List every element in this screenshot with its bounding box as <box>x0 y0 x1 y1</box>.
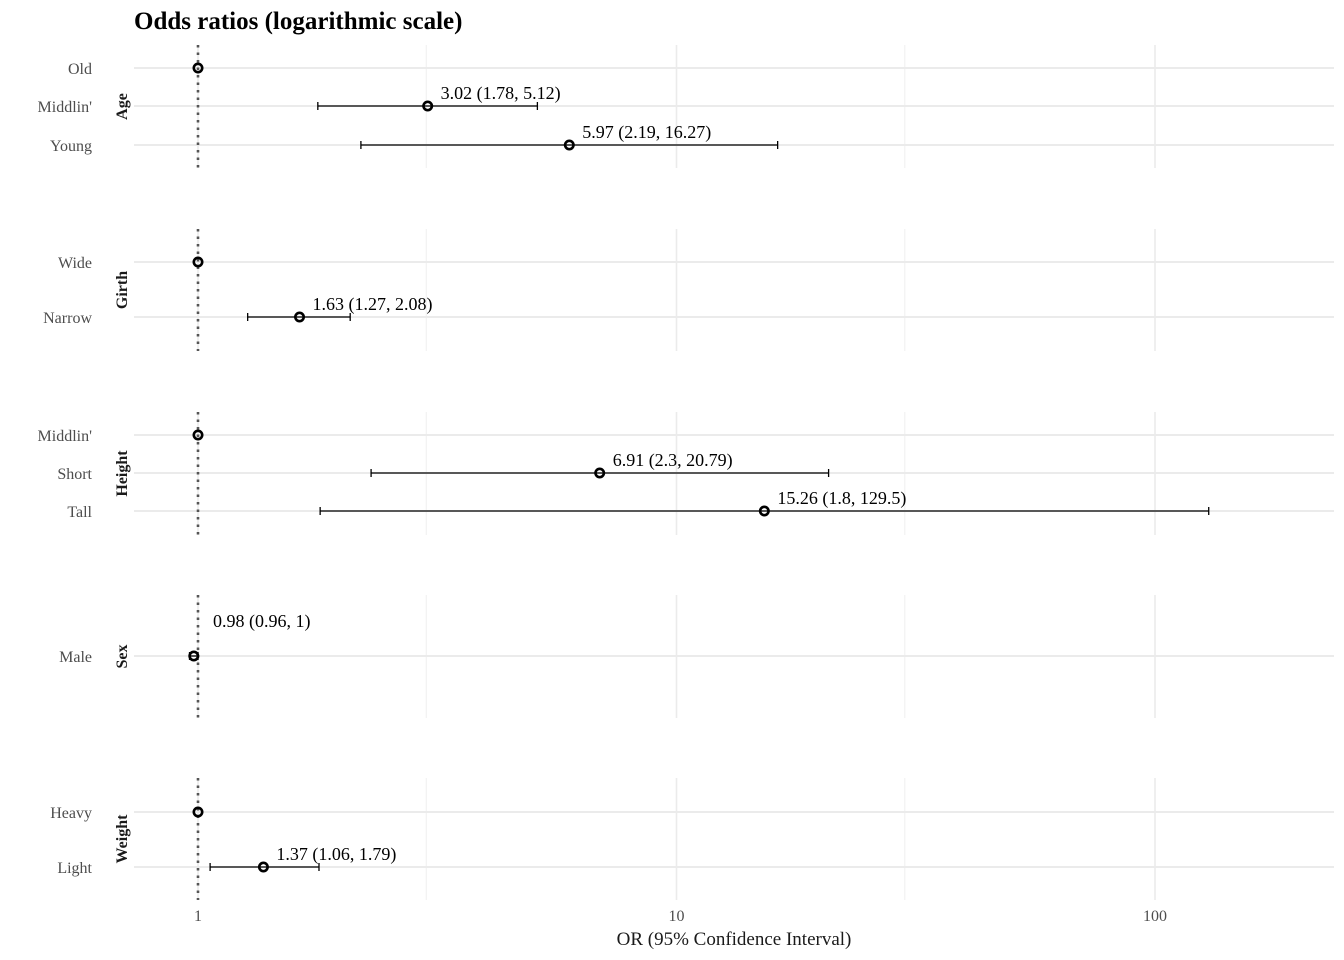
category-label: Wide <box>58 255 92 272</box>
point-estimate <box>192 806 204 818</box>
point-estimate <box>294 311 306 323</box>
point-estimate <box>192 429 204 441</box>
category-label: Tall <box>67 504 92 521</box>
panel-label: Age <box>114 93 131 120</box>
point-estimate <box>563 139 575 151</box>
point-estimate <box>594 467 606 479</box>
estimate-label: 1.37 (1.06, 1.79) <box>276 844 396 865</box>
point-estimate <box>422 100 434 112</box>
panel-age: Age Old Middlin' 3.02 (1.78, 5.12) Young 5.97… <box>38 45 1334 168</box>
panel-girth: Girth Wide Narrow 1.63 (1.27, 2.08) <box>43 229 1334 351</box>
category-label: Male <box>59 649 92 666</box>
panel-height: Height Middlin' Short 6.91 (2.3, 20.79) Tall… <box>38 412 1334 535</box>
category-label: Short <box>57 466 92 483</box>
panel-weight: Weight Heavy Light 1.37 (1.06, 1.79) <box>50 778 1334 900</box>
point-estimate <box>188 650 200 662</box>
point-estimate <box>192 62 204 74</box>
estimate-label: 5.97 (2.19, 16.27) <box>582 122 711 143</box>
panel-sex: Sex Male 0.98 (0.96, 1) <box>59 595 1334 718</box>
x-axis-label: OR (95% Confidence Interval) <box>617 929 852 950</box>
estimate-label: 15.26 (1.8, 129.5) <box>777 488 906 509</box>
category-label: Heavy <box>50 805 92 822</box>
x-tick-label: 100 <box>1143 908 1167 925</box>
chart-panels: Age Old Middlin' 3.02 (1.78, 5.12) Young 5.97… <box>38 45 1334 900</box>
panel-label: Weight <box>114 814 131 864</box>
panel-label: Girth <box>114 271 131 309</box>
estimate-label: 1.63 (1.27, 2.08) <box>313 294 433 315</box>
panel-label: Height <box>114 450 131 497</box>
category-label: Light <box>57 860 92 877</box>
estimate-label: 6.91 (2.3, 20.79) <box>613 450 733 471</box>
category-label: Middlin' <box>38 428 93 445</box>
category-label: Narrow <box>43 310 92 327</box>
panel-label: Sex <box>114 645 131 669</box>
point-estimate <box>257 861 269 873</box>
estimate-label: 0.98 (0.96, 1) <box>213 611 311 632</box>
chart-title: Odds ratios (logarithmic scale) <box>134 8 462 35</box>
category-label: Young <box>50 138 92 155</box>
point-estimate <box>758 505 770 517</box>
x-tick-label: 10 <box>669 908 685 925</box>
category-label: Old <box>68 61 92 78</box>
point-estimate <box>192 256 204 268</box>
estimate-label: 3.02 (1.78, 5.12) <box>441 83 561 104</box>
x-axis: 1 10 100 <box>194 908 1167 925</box>
category-label: Middlin' <box>38 99 93 116</box>
x-tick-label: 1 <box>194 908 202 925</box>
